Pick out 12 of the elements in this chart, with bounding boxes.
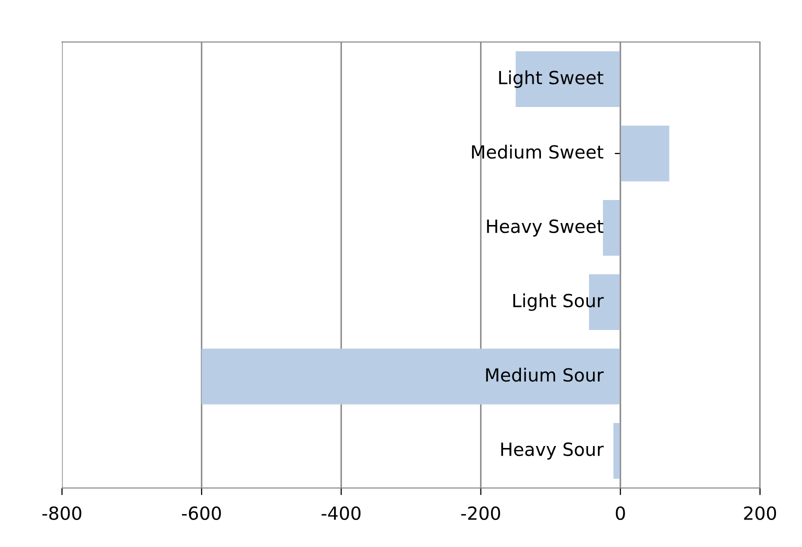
y-tick-label: Light Sweet bbox=[499, 70, 604, 88]
x-tick-label: -600 bbox=[182, 506, 221, 520]
x-tick-label: 0 bbox=[616, 506, 625, 520]
y-tick-label: Light Sour bbox=[513, 293, 604, 311]
y-tick-label: Heavy Sweet bbox=[487, 219, 604, 237]
x-tick-label: -400 bbox=[322, 506, 360, 520]
y-tick-label: Medium Sour bbox=[486, 368, 604, 382]
x-tick-label: -800 bbox=[42, 506, 82, 520]
y-tick-label: Medium Sweet bbox=[472, 144, 604, 159]
x-tick-label: 200 bbox=[744, 506, 776, 520]
x-tick-label: -200 bbox=[461, 506, 500, 520]
y-tick-label: Heavy Sour bbox=[501, 442, 604, 460]
